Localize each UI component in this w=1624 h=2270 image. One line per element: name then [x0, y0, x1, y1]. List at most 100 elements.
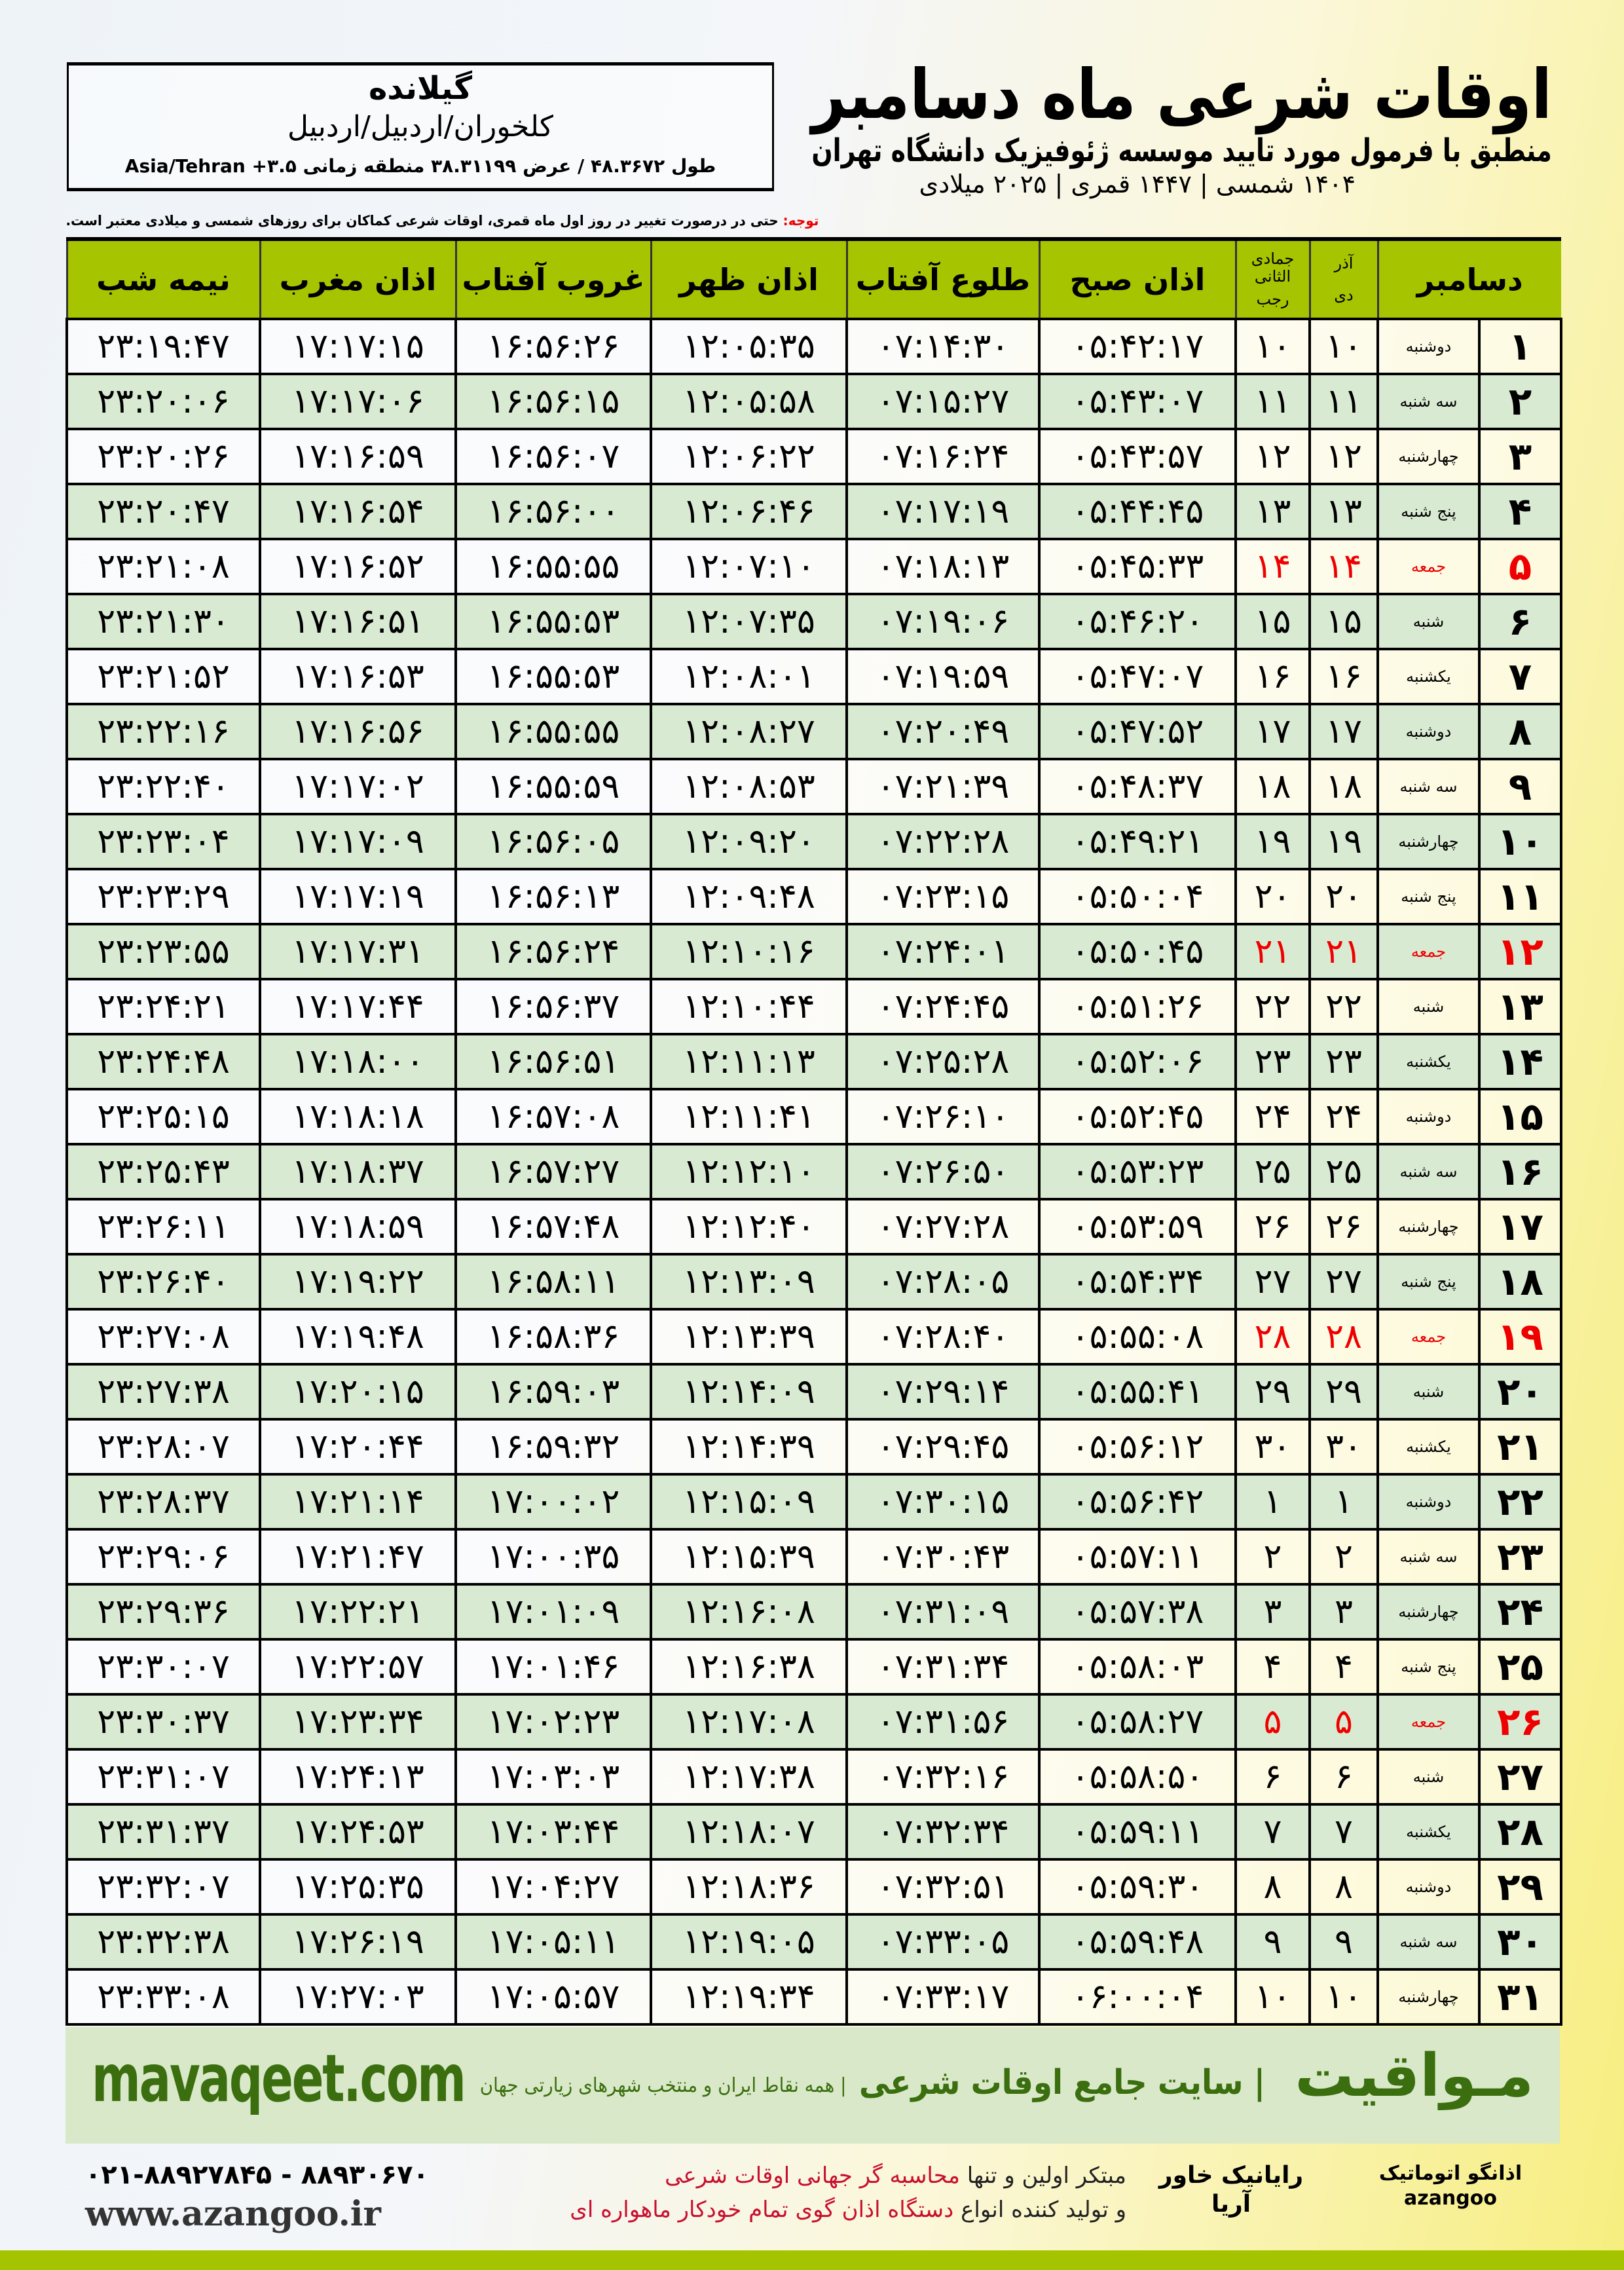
sobh-time: ۰۵:۴۳:۵۷ — [1038, 428, 1237, 485]
nimeshab-time: ۲۳:۲۱:۰۸ — [65, 538, 261, 595]
zohr-time: ۱۲:۱۳:۳۹ — [650, 1308, 848, 1366]
zohr-time: ۱۲:۱۷:۳۸ — [650, 1748, 848, 1806]
ghorub-time: ۱۷:۰۱:۰۹ — [454, 1583, 652, 1641]
location-box: گیلانده کلخوران/اردبیل/اردبیل طول ۴۸.۳۶۷… — [67, 62, 774, 191]
table-row: ۲۸ یکشنبه ۷ ۷ ۰۵:۵۹:۱۱ ۰۷:۳۲:۳۴ ۱۲:۱۸:۰۷ ۱۷:۰۳:… — [65, 1803, 1562, 1861]
tolu-time: ۰۷:۱۹:۵۹ — [845, 648, 1041, 705]
maghrib-time: ۱۷:۱۷:۰۶ — [259, 373, 457, 430]
shamsi-day: ۱۷ — [1308, 703, 1379, 760]
sobh-time: ۰۵:۵۶:۱۲ — [1038, 1418, 1237, 1476]
maghrib-time: ۱۷:۲۲:۵۷ — [259, 1638, 457, 1696]
sobh-time: ۰۵:۴۵:۳۳ — [1038, 538, 1237, 595]
zohr-time: ۱۲:۰۶:۲۲ — [650, 428, 848, 485]
tolu-time: ۰۷:۱۶:۲۴ — [845, 428, 1041, 485]
shamsi-day: ۸ — [1308, 1858, 1379, 1916]
maghrib-time: ۱۷:۲۰:۴۴ — [259, 1418, 457, 1476]
shamsi-day: ۴ — [1308, 1638, 1379, 1696]
table-row: ۶ شنبه ۱۵ ۱۵ ۰۵:۴۶:۲۰ ۰۷:۱۹:۰۶ ۱۲:۰۷:۳۵ ۱۶:۵۵:۵… — [65, 593, 1562, 650]
sobh-time: ۰۵:۵۶:۴۲ — [1038, 1473, 1237, 1531]
table-row: ۲۷ شنبه ۶ ۶ ۰۵:۵۸:۵۰ ۰۷:۳۲:۱۶ ۱۲:۱۷:۳۸ ۱۷:۰۳:۰۳… — [65, 1748, 1562, 1806]
location-path: کلخوران/اردبیل/اردبیل — [79, 109, 762, 145]
sobh-time: ۰۵:۴۷:۵۲ — [1038, 703, 1237, 760]
shamsi-day: ۱۹ — [1308, 813, 1379, 870]
maghrib-time: ۱۷:۲۰:۱۵ — [259, 1363, 457, 1421]
bottom-bar — [0, 2250, 1624, 2270]
shamsi-day: ۱۰ — [1308, 318, 1379, 375]
ghorub-time: ۱۶:۵۸:۱۱ — [454, 1253, 652, 1311]
maghrib-time: ۱۷:۱۶:۵۴ — [259, 483, 457, 540]
note-label: توجه: — [783, 213, 819, 229]
ghorub-time: ۱۷:۰۲:۲۳ — [454, 1693, 652, 1751]
tolu-time: ۰۷:۳۲:۱۶ — [845, 1748, 1041, 1806]
sobh-time: ۰۵:۴۶:۲۰ — [1038, 593, 1237, 650]
nimeshab-time: ۲۳:۲۹:۳۶ — [65, 1583, 261, 1641]
maghrib-time: ۱۷:۱۷:۳۱ — [259, 923, 457, 980]
sobh-time: ۰۵:۵۹:۴۸ — [1038, 1913, 1237, 1971]
ghorub-time: ۱۶:۵۶:۳۷ — [454, 978, 652, 1035]
table-row: ۲۵ پنج شنبه ۴ ۴ ۰۵:۵۸:۰۳ ۰۷:۳۱:۳۴ ۱۲:۱۶:۳۸ ۱۷:۰… — [65, 1638, 1562, 1696]
nimeshab-time: ۲۳:۳۱:۳۷ — [65, 1803, 261, 1861]
maghrib-time: ۱۷:۱۷:۱۹ — [259, 868, 457, 925]
azangoo-website-text[interactable]: www.azangoo.ir — [85, 2194, 381, 2234]
nimeshab-time: ۲۳:۲۱:۳۰ — [65, 593, 261, 650]
zohr-time: ۱۲:۰۷:۱۰ — [650, 538, 848, 595]
note-text: حتی در درصورت تغییر در روز اول ماه قمری،… — [65, 213, 783, 229]
qamari-day: ۱۴ — [1234, 538, 1311, 595]
weekday: یکشنبه — [1376, 648, 1481, 705]
azangoo-website[interactable]: www.azangoo.ir — [85, 2194, 452, 2235]
weekday: یکشنبه — [1376, 1803, 1481, 1861]
sobh-time: ۰۵:۵۸:۵۰ — [1038, 1748, 1237, 1806]
sobh-time: ۰۵:۴۳:۰۷ — [1038, 373, 1237, 430]
phone-numbers-text: ۰۲۱-۸۸۹۲۷۸۴۵ - ۸۸۹۳۰۶۷۰ — [85, 2160, 429, 2190]
tolu-time: ۰۷:۳۲:۵۱ — [845, 1858, 1041, 1916]
table-row: ۱۷ چهارشنبه ۲۶ ۲۶ ۰۵:۵۳:۵۹ ۰۷:۲۷:۲۸ ۱۲:۱۲:۴۰ ۱۶… — [65, 1198, 1562, 1256]
maghrib-time: ۱۷:۱۸:۰۰ — [259, 1033, 457, 1090]
zohr-time: ۱۲:۱۲:۴۰ — [650, 1198, 848, 1256]
qamari-day: ۱۶ — [1234, 648, 1311, 705]
weekday: جمعه — [1376, 1693, 1481, 1751]
zohr-time: ۱۲:۰۷:۳۵ — [650, 593, 848, 650]
table-row: ۲۱ یکشنبه ۳۰ ۳۰ ۰۵:۵۶:۱۲ ۰۷:۲۹:۴۵ ۱۲:۱۴:۳۹ ۱۶:۵… — [65, 1418, 1562, 1476]
ghorub-time: ۱۷:۰۰:۳۵ — [454, 1528, 652, 1586]
day-number: ۲ — [1478, 373, 1562, 430]
nimeshab-time: ۲۳:۲۸:۳۷ — [65, 1473, 261, 1531]
ad-text: مبتکر اولین و تنها — [959, 2163, 1126, 2189]
table-row: ۴ پنج شنبه ۱۳ ۱۳ ۰۵:۴۴:۴۵ ۰۷:۱۷:۱۹ ۱۲:۰۶:۴۶ ۱۶:… — [65, 483, 1562, 540]
qamari-day: ۱۲ — [1234, 428, 1311, 485]
ghorub-time: ۱۶:۵۹:۰۳ — [454, 1363, 652, 1421]
table-row: ۳۰ سه شنبه ۹ ۹ ۰۵:۵۹:۴۸ ۰۷:۳۳:۰۵ ۱۲:۱۹:۰۵ ۱۷:۰۵… — [65, 1913, 1562, 1971]
maghrib-time: ۱۷:۱۸:۳۷ — [259, 1143, 457, 1200]
zohr-time: ۱۲:۱۹:۰۵ — [650, 1913, 848, 1971]
site-link[interactable]: mavaqeet.com — [92, 2040, 466, 2117]
table-row: ۱۹ جمعه ۲۸ ۲۸ ۰۵:۵۵:۰۸ ۰۷:۲۸:۴۰ ۱۲:۱۳:۳۹ ۱۶:۵۸:… — [65, 1308, 1562, 1366]
page-title-text: اوقات شرعی ماه دسامبر — [811, 54, 1552, 134]
qamari-day: ۲۹ — [1234, 1363, 1311, 1421]
sobh-time: ۰۵:۴۲:۱۷ — [1038, 318, 1237, 375]
shamsi-day: ۵ — [1308, 1693, 1379, 1751]
shamsi-day: ۱۰ — [1308, 1968, 1379, 2026]
zohr-time: ۱۲:۱۳:۰۹ — [650, 1253, 848, 1311]
qamari-day: ۵ — [1234, 1693, 1311, 1751]
year-info-text: ۱۴۰۴ شمسی | ۱۴۴۷ قمری | ۲۰۲۵ میلادی — [919, 170, 1356, 198]
day-number: ۱۷ — [1478, 1198, 1562, 1256]
tolu-time: ۰۷:۲۳:۱۵ — [845, 868, 1041, 925]
qamari-day: ۲ — [1234, 1528, 1311, 1586]
site-link-text[interactable]: mavaqeet.com — [92, 2040, 466, 2117]
tolu-time: ۰۷:۲۰:۴۹ — [845, 703, 1041, 760]
day-number: ۲۸ — [1478, 1803, 1562, 1861]
tolu-time: ۰۷:۱۴:۳۰ — [845, 318, 1041, 375]
ghorub-time: ۱۷:۰۵:۵۷ — [454, 1968, 652, 2026]
ghorub-time: ۱۶:۵۷:۲۷ — [454, 1143, 652, 1200]
maghrib-time: ۱۷:۱۷:۰۹ — [259, 813, 457, 870]
maghrib-time: ۱۷:۲۳:۳۴ — [259, 1693, 457, 1751]
day-number: ۱۲ — [1478, 923, 1562, 980]
table-row: ۲۰ شنبه ۲۹ ۲۹ ۰۵:۵۵:۴۱ ۰۷:۲۹:۱۴ ۱۲:۱۴:۰۹ ۱۶:۵۹:… — [65, 1363, 1562, 1421]
sobh-time: ۰۵:۵۱:۲۶ — [1038, 978, 1237, 1035]
footer-banner: مـواقیت | سایت جامع اوقات شرعی | همه نقا… — [65, 2027, 1560, 2144]
zohr-time: ۱۲:۱۵:۳۹ — [650, 1528, 848, 1586]
qamari-day: ۱ — [1234, 1473, 1311, 1531]
qamari-day: ۶ — [1234, 1748, 1311, 1806]
weekday: شنبه — [1376, 1363, 1481, 1421]
maghrib-time: ۱۷:۱۹:۲۲ — [259, 1253, 457, 1311]
shamsi-day: ۱۵ — [1308, 593, 1379, 650]
